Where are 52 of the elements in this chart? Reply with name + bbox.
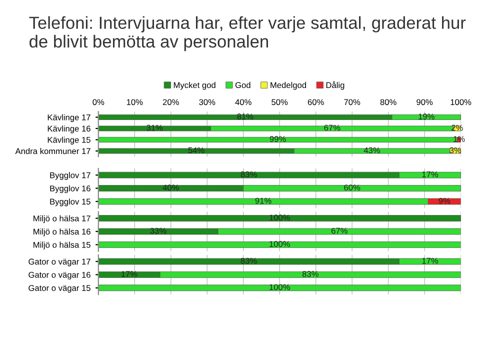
x-tick-label: 70% [344, 99, 360, 106]
legend-label: Dålig [326, 81, 344, 90]
x-tick-label: 40% [235, 99, 252, 106]
legend-label: Mycket god [174, 82, 216, 90]
data-label: 17% [422, 258, 438, 264]
data-label: 40% [162, 184, 179, 191]
data-label: 33% [150, 228, 166, 234]
data-label: 100% [270, 214, 290, 221]
x-tick-label: 100% [450, 99, 472, 106]
legend-label: Medelgod [270, 82, 306, 90]
data-label: 43% [364, 147, 380, 154]
x-tick-label: 80% [380, 99, 396, 106]
y-tick-label: Miljö o hälsa 15 [34, 242, 90, 250]
data-label: 99% [270, 136, 286, 142]
y-tick-label: Bygglov 17 [50, 172, 90, 180]
x-tick-label: 50% [272, 99, 288, 106]
data-label: 67% [331, 228, 348, 234]
y-tick-label: Bygglov 16 [50, 185, 90, 194]
data-label: 60% [344, 184, 360, 191]
data-label: 83% [240, 171, 257, 178]
data-label: 31% [146, 124, 163, 131]
x-tick-label: 60% [308, 99, 324, 106]
data-label: 1% [454, 136, 465, 142]
y-tick-label: Gator o vägar 16 [28, 272, 90, 280]
y-tick-label: Kävlinge 17 [48, 114, 90, 122]
data-label: 100% [270, 284, 290, 290]
y-tick-label: Bygglov 15 [50, 198, 90, 206]
data-label: 91% [255, 198, 272, 204]
y-tick-label: Gator o vägar 17 [28, 258, 90, 266]
x-tick-label: 90% [416, 99, 433, 106]
x-tick-label: 0% [92, 99, 104, 106]
y-tick-label: Gator o vägar 15 [28, 285, 90, 293]
data-label: 17% [122, 271, 138, 277]
data-label: 81% [237, 114, 254, 120]
data-label: 9% [438, 198, 450, 204]
data-label: 54% [188, 147, 204, 154]
y-tick-label: Andra kommuner 17 [15, 148, 90, 154]
y-tick-label: Kävlinge 15 [48, 136, 90, 144]
data-label: 17% [422, 171, 438, 178]
y-tick-label: Miljö o hälsa 16 [34, 228, 90, 236]
legend-label: God [235, 82, 250, 88]
y-tick-label: Miljö o hälsa 17 [34, 215, 90, 224]
chart-title: Telefoni: Intervjuarna har, efter varje samtal, graderat hur de blivit bemötta av personalen [29, 16, 466, 52]
x-tick-label: 30% [199, 99, 216, 106]
x-tick-label: 10% [126, 99, 143, 106]
x-tick-label: 20% [162, 99, 179, 106]
data-label: 83% [302, 271, 318, 277]
data-label: 83% [240, 258, 257, 264]
data-label: 19% [418, 114, 434, 120]
data-label: 100% [270, 241, 290, 247]
data-label: 67% [324, 124, 340, 131]
y-tick-label: Kävlinge 16 [48, 125, 90, 134]
